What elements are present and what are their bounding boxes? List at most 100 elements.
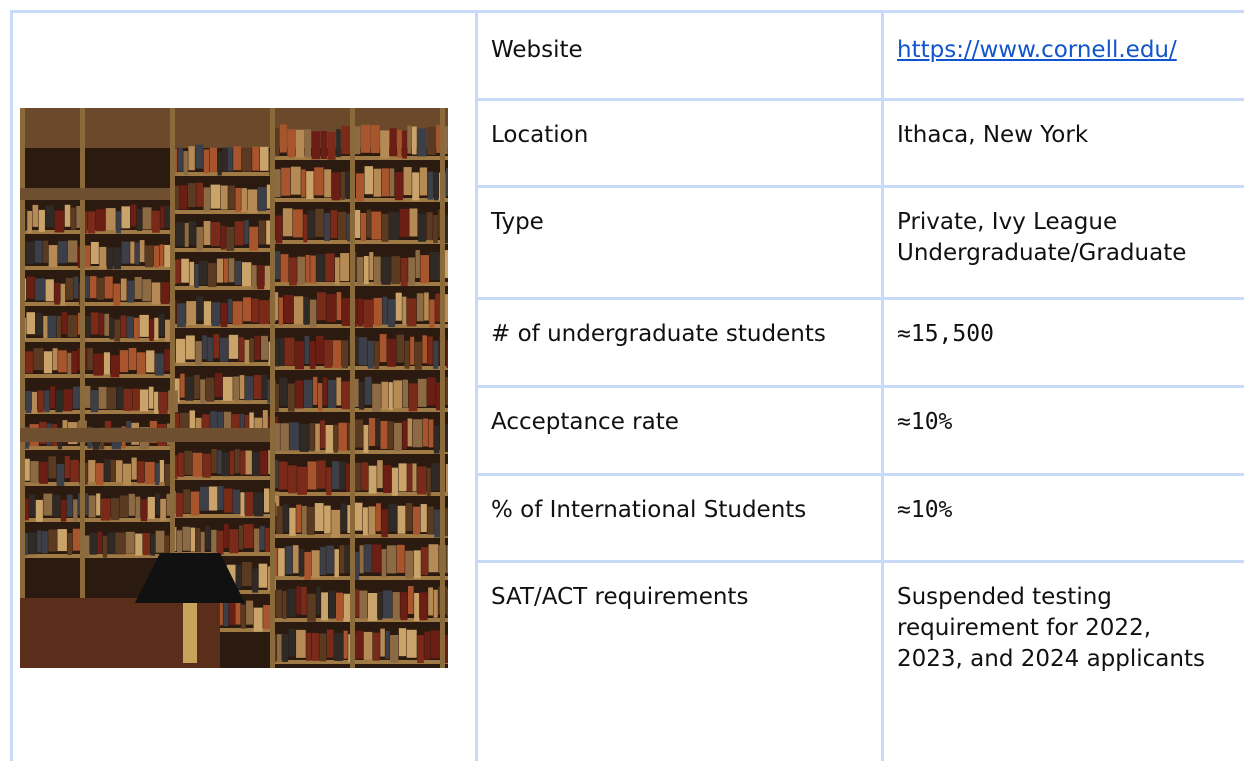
book [229, 529, 239, 554]
book [334, 549, 339, 578]
book [252, 452, 260, 477]
book [229, 450, 235, 475]
book [416, 293, 424, 322]
book [366, 209, 371, 238]
book [159, 459, 165, 482]
book [315, 335, 324, 364]
book [200, 531, 205, 556]
book [242, 262, 252, 287]
book [279, 124, 287, 153]
shelf [170, 514, 270, 518]
book [380, 628, 385, 657]
book [58, 350, 67, 373]
book [159, 244, 164, 267]
book [386, 545, 397, 574]
book [203, 221, 211, 246]
book [214, 373, 223, 398]
book [145, 245, 154, 268]
book [104, 313, 110, 336]
book [292, 545, 299, 574]
book [66, 494, 73, 517]
book [259, 450, 268, 475]
book [336, 377, 342, 406]
book [29, 494, 36, 517]
book [290, 166, 301, 195]
book [234, 449, 240, 474]
book [234, 221, 244, 246]
book [160, 498, 166, 521]
row-value: ≈10% [897, 495, 1242, 526]
book [54, 282, 61, 305]
book [48, 315, 57, 338]
book [296, 629, 306, 658]
book [307, 506, 315, 535]
book [39, 461, 48, 484]
book [37, 530, 42, 553]
book [316, 586, 321, 615]
book [249, 412, 254, 437]
book [209, 147, 218, 172]
book [70, 207, 76, 230]
book [399, 208, 409, 237]
book [33, 348, 44, 371]
book [61, 312, 68, 335]
book [202, 414, 210, 439]
book [435, 293, 441, 322]
shelf [270, 366, 448, 370]
shelf [20, 482, 170, 486]
book [187, 183, 196, 208]
book [357, 298, 363, 327]
book [144, 461, 155, 484]
book [264, 265, 272, 290]
shelf [270, 534, 448, 538]
book [297, 256, 306, 285]
book [210, 184, 221, 209]
book [302, 505, 307, 534]
book [82, 535, 90, 558]
book [64, 204, 71, 227]
book [359, 545, 364, 574]
book [235, 600, 241, 625]
book [402, 130, 407, 159]
book [227, 298, 233, 323]
book [97, 277, 105, 300]
book [367, 592, 378, 621]
book [70, 459, 79, 482]
book [50, 386, 55, 409]
value-line: ≈10% [897, 497, 953, 523]
book [295, 380, 304, 409]
book [383, 465, 392, 494]
book [284, 337, 295, 366]
book [88, 460, 96, 483]
book [228, 600, 235, 625]
website-link[interactable]: https://www.cornell.edu/ [897, 37, 1177, 63]
book [65, 277, 74, 300]
book [114, 319, 121, 342]
book [238, 337, 245, 362]
book [57, 529, 67, 552]
book [385, 630, 390, 659]
book [26, 276, 35, 299]
book [31, 391, 38, 414]
book [243, 524, 254, 549]
book [179, 185, 188, 210]
book [293, 296, 304, 325]
book [408, 257, 415, 286]
book [132, 388, 140, 411]
book [292, 209, 303, 238]
book [87, 348, 93, 371]
book [243, 297, 252, 322]
book [249, 338, 254, 363]
book [417, 378, 427, 407]
book [413, 550, 421, 579]
value-line: ≈10% [897, 409, 953, 435]
book [154, 391, 159, 414]
book [411, 126, 417, 155]
book [147, 496, 155, 519]
book [343, 593, 354, 622]
book [236, 564, 242, 589]
book [227, 147, 233, 172]
row-value: https://www.cornell.edu/ [897, 35, 1242, 66]
book [179, 412, 190, 437]
book [336, 292, 342, 321]
